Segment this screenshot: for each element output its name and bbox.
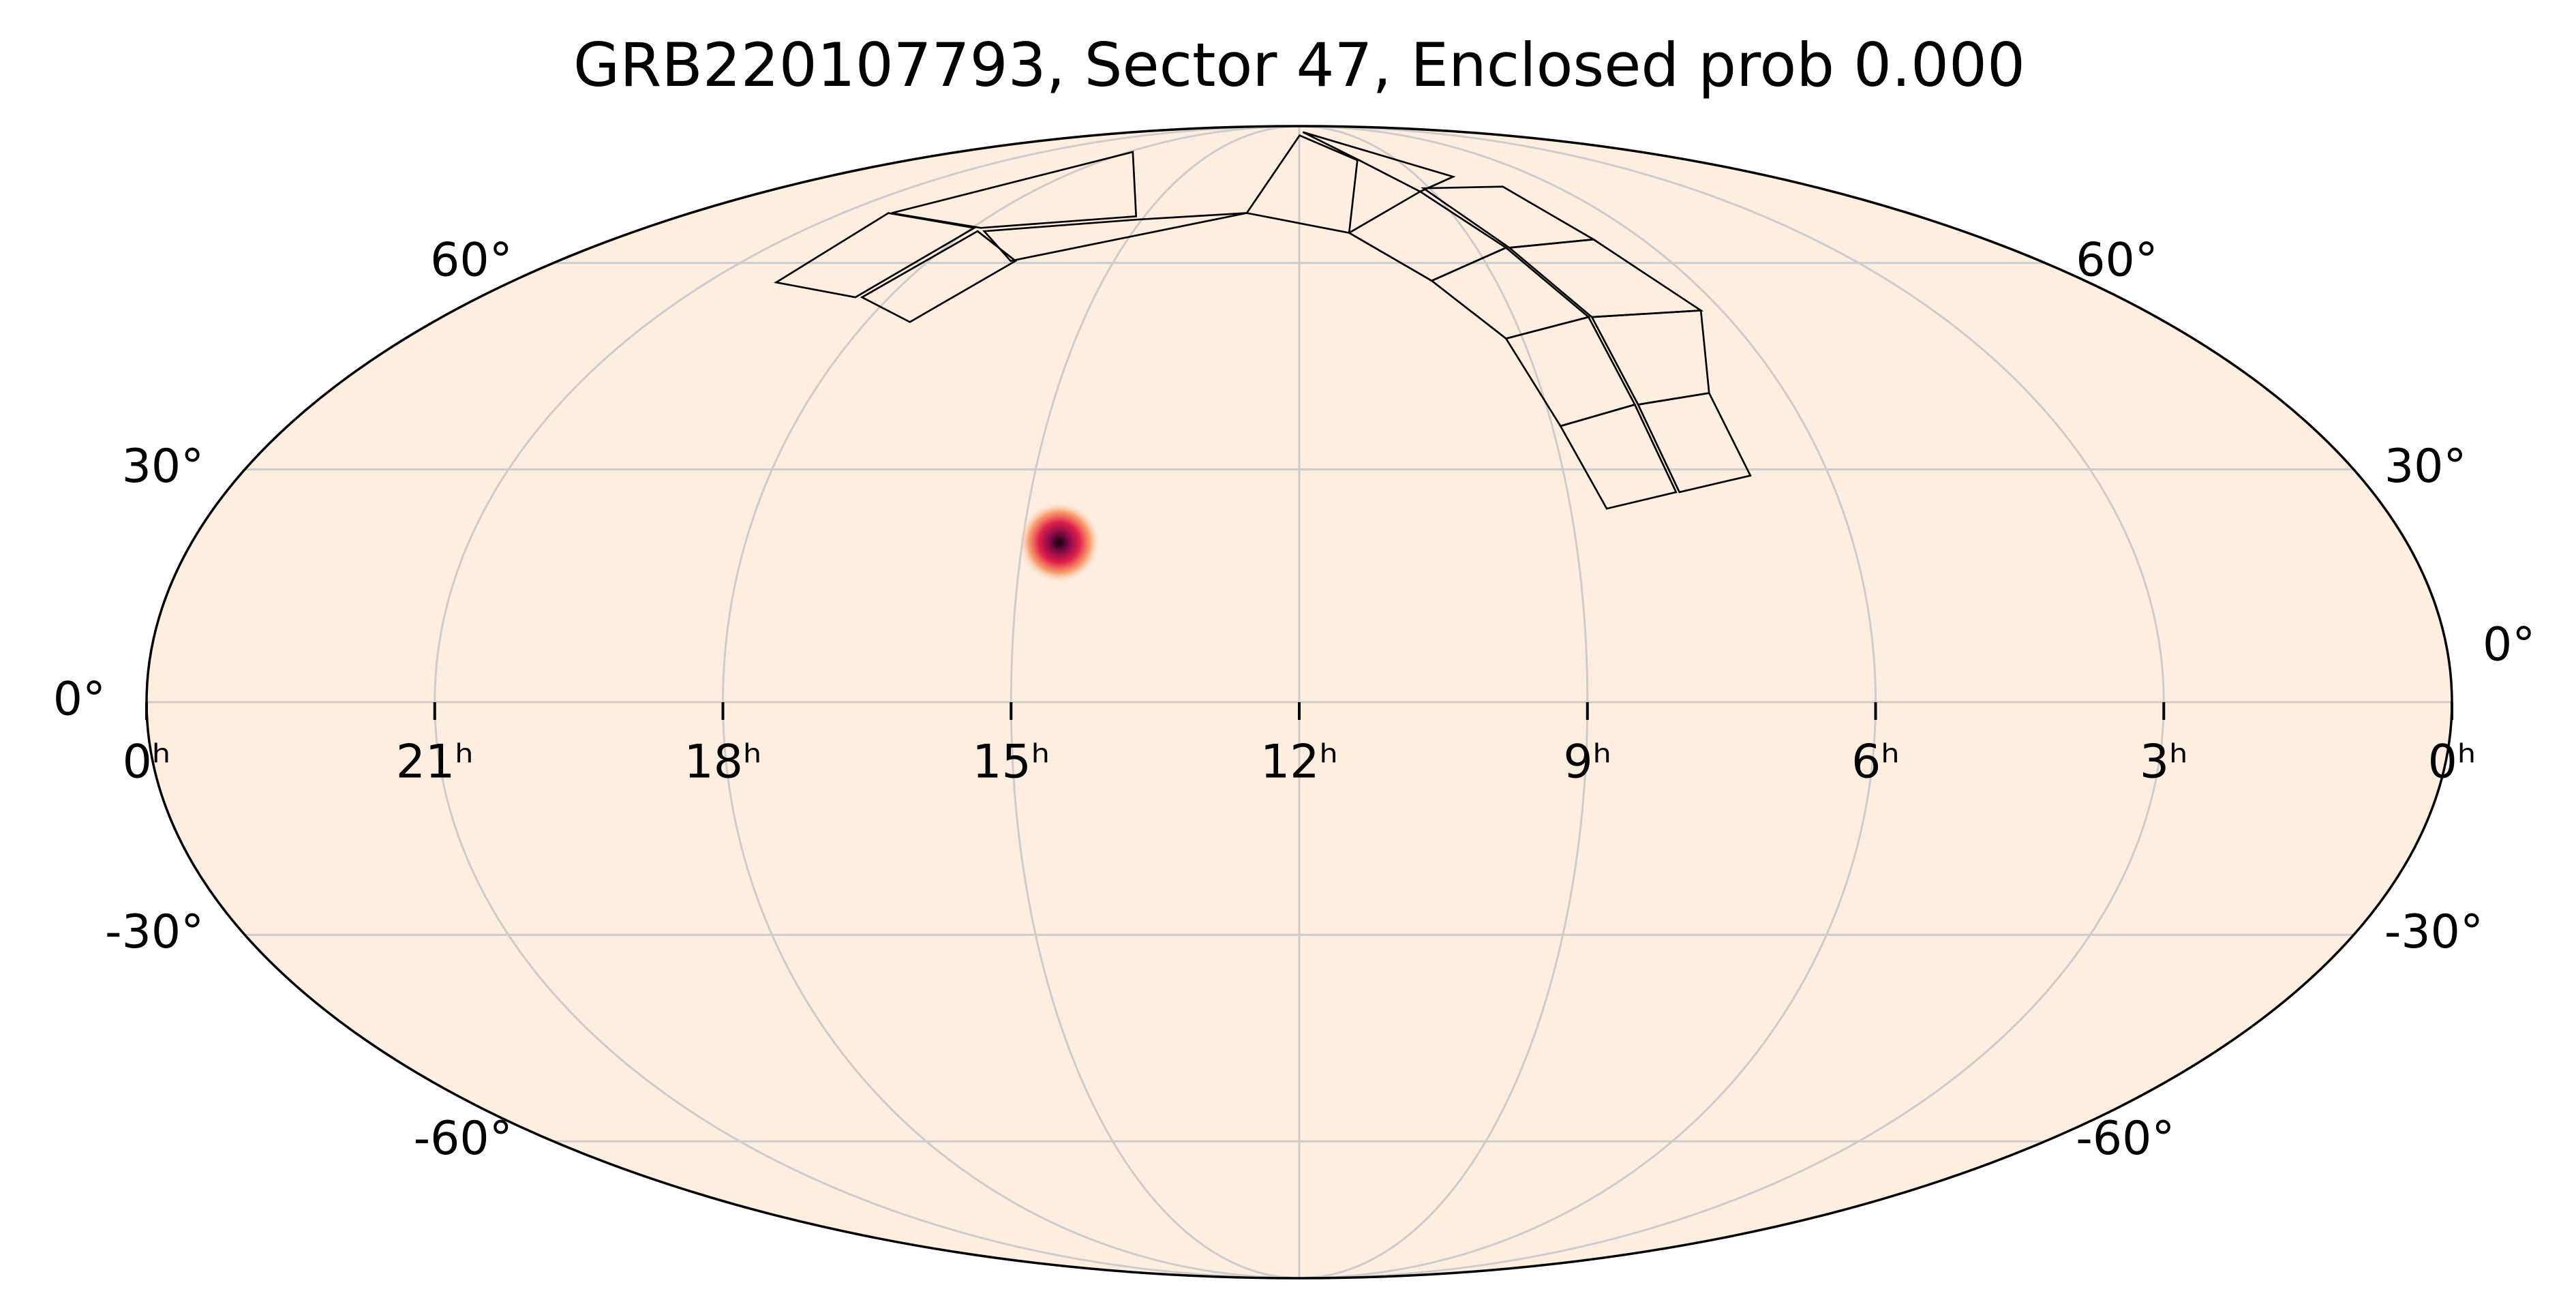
y-tick-label: -30°: [105, 905, 204, 959]
y-tick-label: 30°: [122, 440, 204, 494]
x-tick-label: 9ʰ: [1563, 736, 1611, 789]
footprints: [773, 131, 1752, 510]
x-tick-label: 3ʰ: [2140, 736, 2188, 789]
x-tick-label: 0ʰ: [2428, 736, 2476, 789]
y-tick-label: -60°: [2076, 1112, 2175, 1166]
y-tick-label: 30°: [2384, 440, 2467, 494]
x-tick-label: 6ʰ: [1851, 736, 1900, 789]
y-tick-label: 0°: [53, 673, 106, 727]
x-tick-label: 18ʰ: [684, 736, 761, 789]
y-tick-label: -60°: [414, 1112, 513, 1166]
y-tick-label: -30°: [2384, 905, 2483, 959]
y-tick-label: 0°: [2483, 618, 2535, 672]
footprint-tile: [1637, 392, 1752, 494]
y-tick-label: 60°: [2076, 233, 2158, 287]
plot-area: 0ʰ 21ʰ 18ʰ 15ʰ 12ʰ 9ʰ 6ʰ 3ʰ 0ʰ -60° -60° -30° -30° 0°…: [53, 125, 2535, 1280]
footprint-tile: [1559, 403, 1678, 510]
x-tick-label: 0ʰ: [123, 736, 171, 789]
x-tick-label: 12ʰ: [1260, 736, 1338, 789]
y-tick-label: 60°: [430, 233, 513, 287]
x-tick-label: 21ʰ: [396, 736, 474, 789]
footprint-tile: [891, 151, 1138, 229]
footprint-tile: [773, 212, 978, 299]
probability-peak: [1018, 501, 1100, 584]
footprint-tile: [860, 230, 1018, 323]
chart-title: GRB220107793, Sector 47, Enclosed prob 0…: [573, 30, 2025, 100]
x-tick-label: 15ʰ: [972, 736, 1050, 789]
